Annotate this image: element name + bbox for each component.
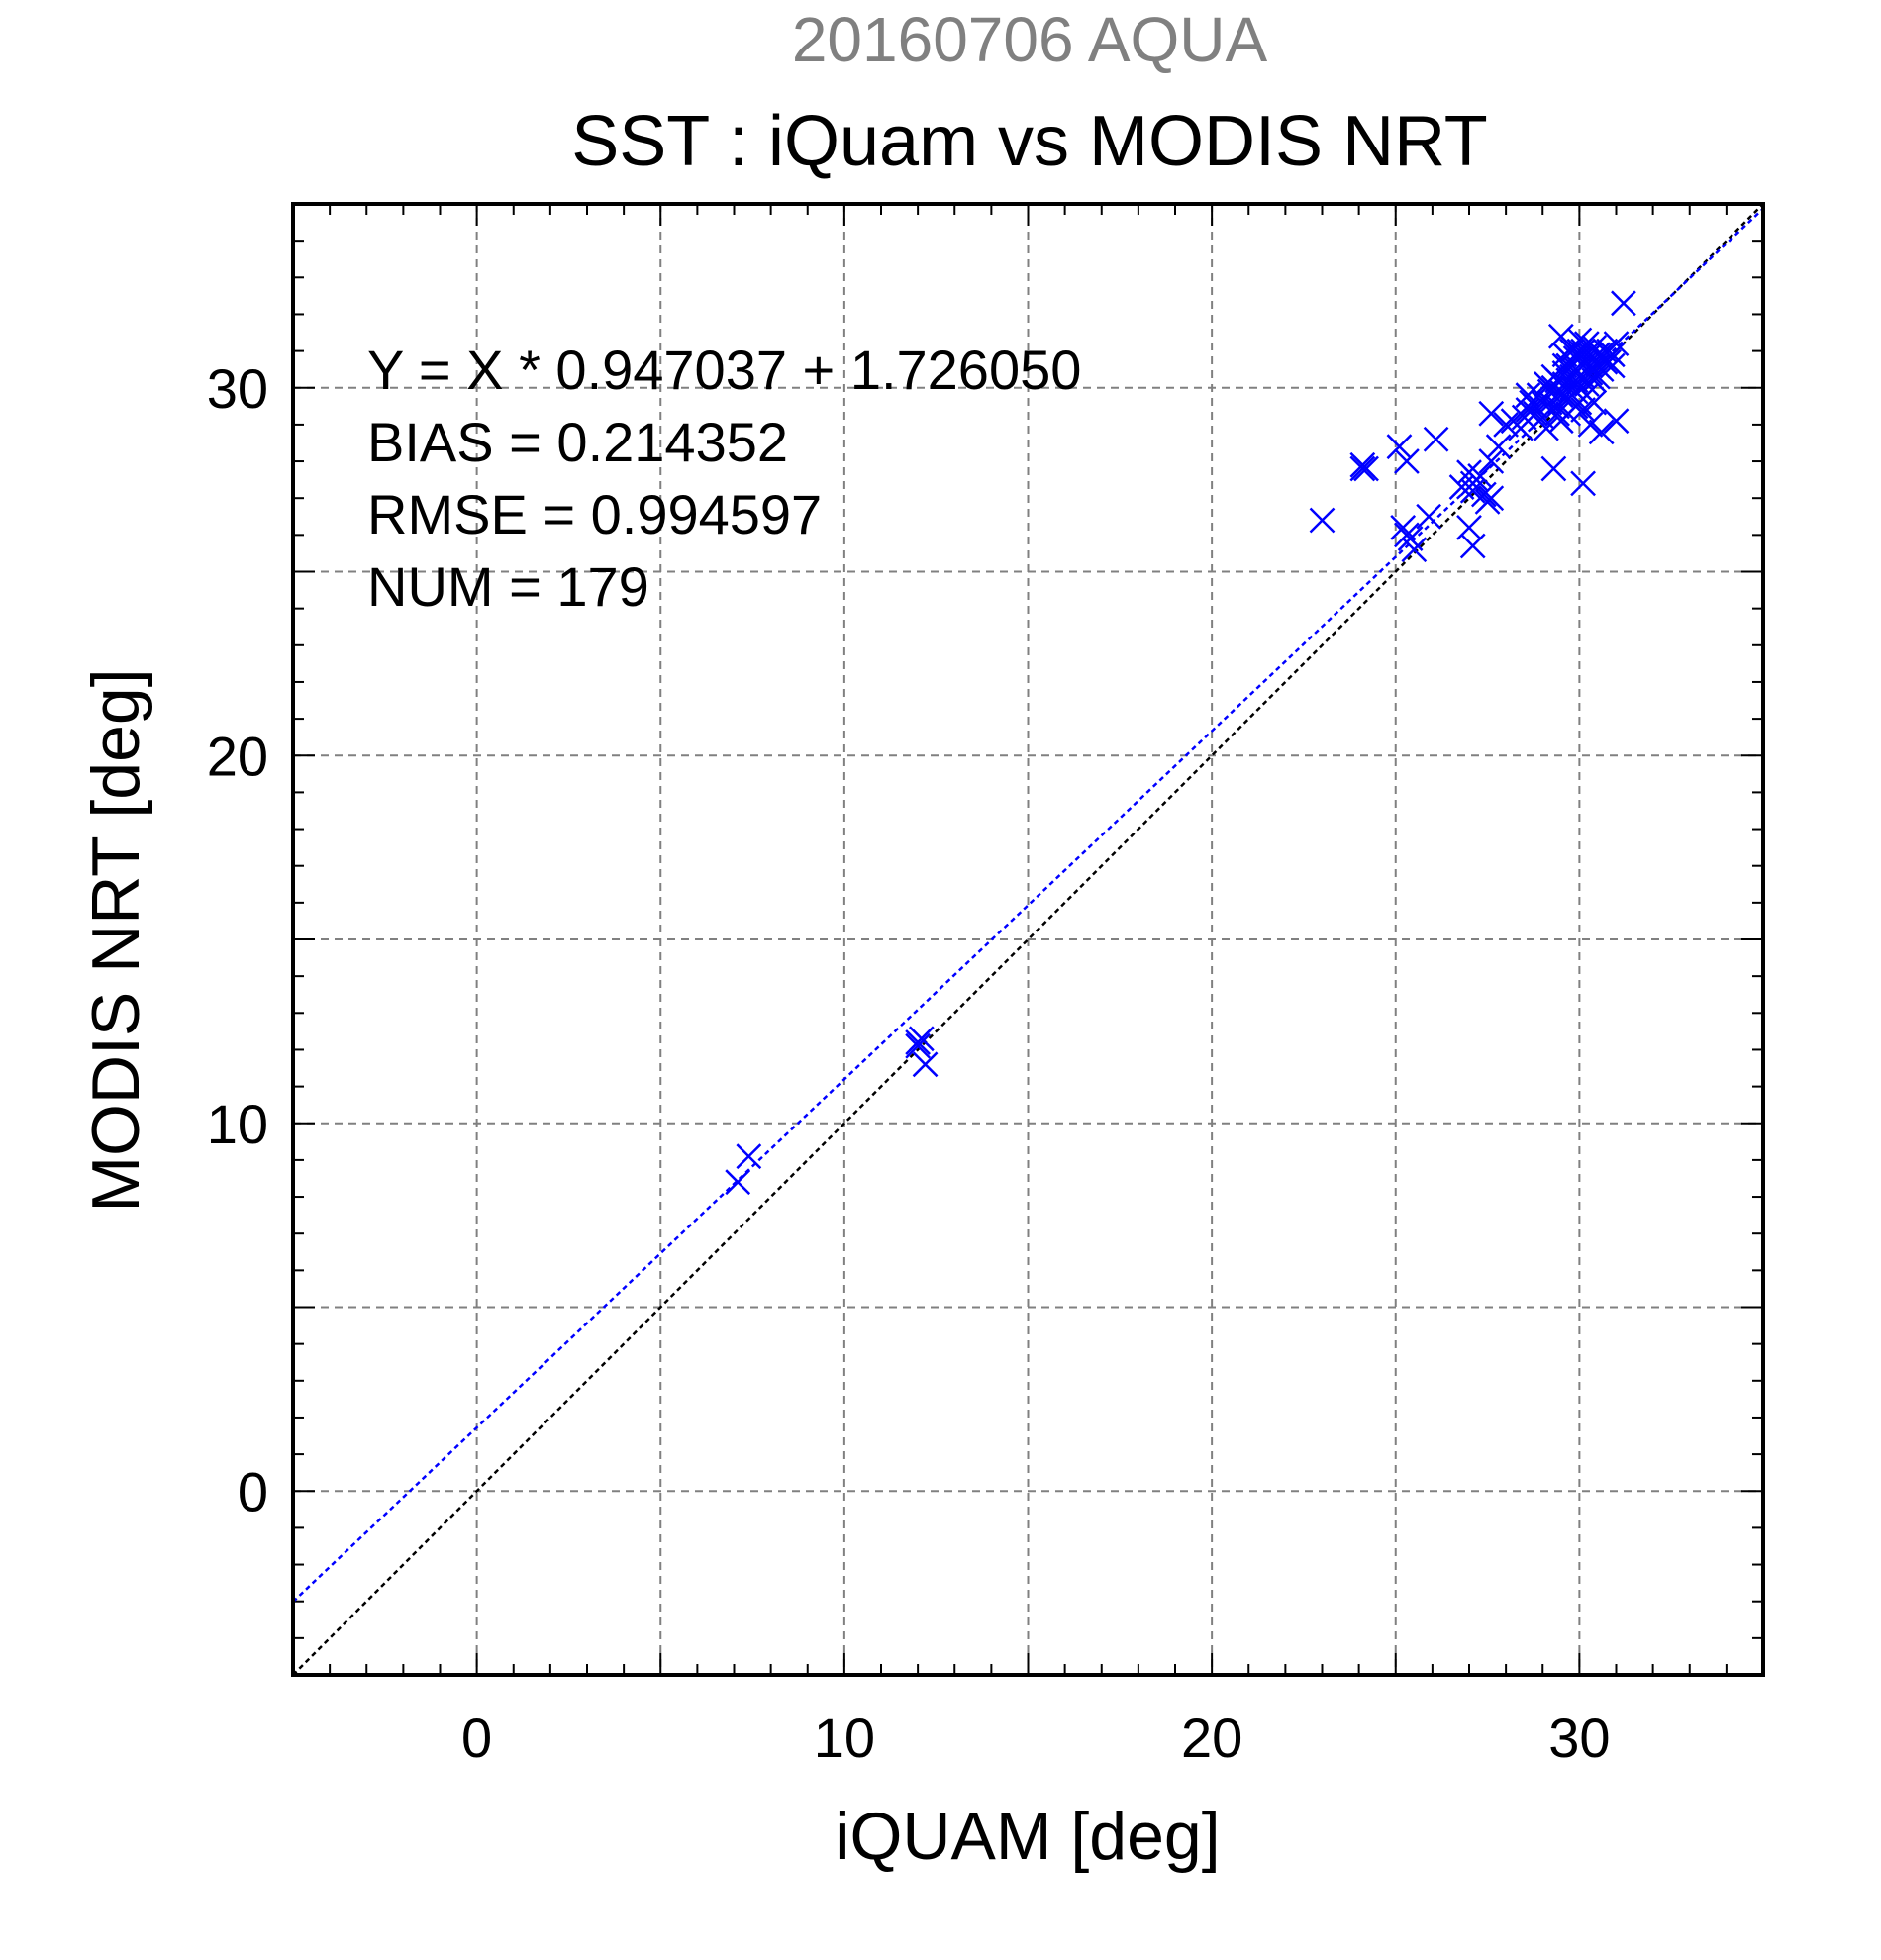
- data-point: [1353, 455, 1379, 482]
- x-tick-label: 30: [1548, 1707, 1610, 1769]
- data-point: [905, 1032, 932, 1059]
- y-tick-label: 0: [238, 1460, 268, 1522]
- data-points: [725, 290, 1636, 1196]
- data-point: [1559, 338, 1585, 364]
- stats-num: NUM = 179: [367, 555, 649, 618]
- y-tick-label: 10: [207, 1093, 268, 1155]
- data-point: [1551, 342, 1578, 368]
- data-point: [736, 1143, 762, 1170]
- data-point: [1585, 363, 1611, 390]
- data-point: [1478, 485, 1505, 512]
- data-point: [1349, 455, 1376, 482]
- data-point: [1536, 378, 1563, 405]
- data-point: [1611, 290, 1636, 317]
- y-tick-label: 20: [207, 725, 268, 787]
- data-point: [1570, 470, 1596, 497]
- data-point: [1588, 419, 1615, 445]
- data-point: [1540, 455, 1567, 482]
- data-point: [1603, 408, 1630, 435]
- data-point: [1386, 434, 1413, 460]
- data-point: [1534, 371, 1559, 397]
- data-point: [1544, 393, 1570, 420]
- data-point: [1394, 448, 1420, 474]
- data-point: [905, 1029, 932, 1055]
- data-point: [1577, 412, 1604, 438]
- data-point: [1493, 412, 1520, 438]
- y-axis-label: MODIS NRT [deg]: [78, 668, 153, 1212]
- data-point: [1515, 382, 1541, 409]
- x-tick-label: 10: [814, 1707, 875, 1769]
- data-point: [1309, 507, 1336, 534]
- data-point: [1555, 367, 1582, 394]
- chart-subtitle: 20160706 AQUA: [792, 4, 1268, 75]
- stats-rmse: RMSE = 0.994597: [367, 483, 822, 545]
- grid-lines: [293, 204, 1763, 1675]
- data-point: [1456, 515, 1482, 540]
- regression-line: [292, 207, 1764, 1603]
- data-point: [1394, 522, 1420, 548]
- data-point: [912, 1051, 939, 1078]
- data-point: [1522, 400, 1548, 427]
- y-tick-label: 30: [207, 357, 268, 420]
- data-point: [1534, 415, 1559, 441]
- reference-lines: [292, 203, 1764, 1676]
- data-point: [1459, 533, 1486, 559]
- identity-line: [292, 203, 1764, 1676]
- data-point: [725, 1169, 751, 1196]
- x-axis-label: iQUAM [deg]: [835, 1799, 1220, 1874]
- data-point: [1470, 481, 1497, 508]
- data-point: [1585, 342, 1611, 368]
- data-point: [1478, 400, 1505, 427]
- tick-labels: 0 10 20 30 0 10 20 30: [207, 357, 1611, 1769]
- data-point: [1570, 397, 1596, 423]
- data-point: [1562, 378, 1589, 405]
- data-point: [1416, 503, 1442, 530]
- stats-bias: BIAS = 0.214352: [367, 411, 788, 473]
- stats-regression: Y = X * 0.947037 + 1.726050: [367, 339, 1081, 401]
- data-point: [1390, 515, 1417, 540]
- plot-frame: [291, 202, 1765, 1677]
- data-point: [1478, 448, 1505, 474]
- data-point: [1401, 537, 1428, 563]
- data-point: [1599, 352, 1626, 379]
- chart-title: SST : iQuam vs MODIS NRT: [571, 102, 1488, 181]
- data-point: [1485, 434, 1512, 460]
- stats-block: Y = X * 0.947037 + 1.726050 BIAS = 0.214…: [367, 339, 1081, 618]
- data-point: [1577, 352, 1604, 379]
- data-point: [1544, 400, 1570, 427]
- x-tick-label: 20: [1181, 1707, 1242, 1769]
- x-tick-label: 0: [461, 1707, 492, 1769]
- data-point: [1423, 426, 1449, 452]
